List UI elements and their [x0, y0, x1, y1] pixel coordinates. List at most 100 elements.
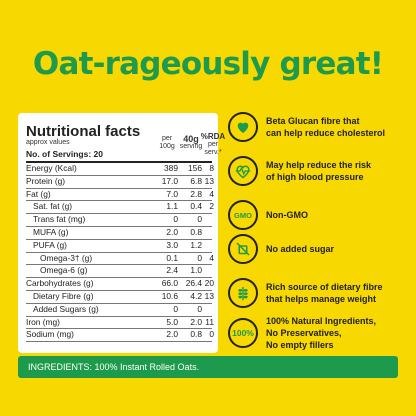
- nutrient-label: MUFA (g): [33, 226, 69, 237]
- nutrient-label: Protein (g): [26, 175, 66, 186]
- nutrition-row: Trans fat (mg) 0 0: [26, 214, 212, 227]
- value-per-100g: 0: [173, 303, 178, 314]
- nutrient-label: Omega-6 (g): [40, 265, 88, 276]
- feature-item: GMO Non-GMO: [228, 200, 408, 234]
- column-header-rda: %RDA per serv.*: [200, 132, 226, 157]
- value-per-100g: 2.0: [166, 226, 178, 237]
- nutrient-label: PUFA (g): [33, 239, 67, 250]
- heartbeat-icon: [228, 156, 258, 186]
- nutrient-label: Iron (mg): [26, 316, 60, 327]
- value-per-serving: 1.0: [190, 265, 202, 276]
- value-per-serving: 1.2: [190, 239, 202, 250]
- nutrition-row: Sat. fat (g) 1.1 0.4 2: [26, 201, 214, 215]
- no-sugar-icon: [228, 234, 258, 264]
- value-per-100g: 5.0: [166, 316, 178, 327]
- servings-count: No. of Servings: 20: [26, 149, 103, 159]
- nutrition-row: Iron (mg) 5.0 2.0 11: [26, 316, 214, 330]
- nutrient-label: Dietary Fibre (g): [33, 290, 94, 301]
- value-rda: 8: [209, 163, 214, 173]
- headline: Oat-rageously great!: [32, 46, 384, 82]
- value-rda: 2: [209, 201, 214, 212]
- value-per-100g: 2.4: [166, 265, 178, 276]
- header-divider: [26, 161, 212, 163]
- value-rda: 4: [209, 188, 214, 199]
- feature-text: Rich source of dietary fibre that helps m…: [266, 281, 406, 305]
- feature-line: Rich source of dietary fibre: [266, 282, 383, 292]
- nutrition-row: Protein (g) 17.0 6.8 13: [26, 175, 214, 189]
- icon-label: 100%: [232, 328, 254, 338]
- nutrition-row: Omega-3† (g) 0.1 0 4: [26, 252, 214, 266]
- feature-line: of high blood pressure: [266, 172, 364, 182]
- nutrition-row: Added Sugars (g) 0 0: [26, 304, 212, 317]
- feature-line: No Preservatives,: [266, 328, 342, 338]
- nutrient-label: Trans fat (mg): [33, 214, 86, 225]
- feature-line: No added sugar: [266, 244, 335, 254]
- value-per-serving: 0: [197, 214, 202, 225]
- value-per-100g: 389: [164, 163, 178, 173]
- value-per-100g: 66.0: [161, 278, 178, 289]
- nutrition-row: Energy (Kcal) 389 156 8: [26, 163, 214, 176]
- feature-line: can help reduce cholesterol: [266, 128, 386, 138]
- nutrition-rows: Energy (Kcal) 389 156 8 Protein (g) 17.0 6.8 13…: [26, 163, 214, 343]
- nutrition-row: Omega-6 (g) 2.4 1.0: [26, 265, 212, 279]
- feature-text: May help reduce the risk of high blood pr…: [266, 159, 406, 183]
- feature-item: No added sugar: [228, 234, 408, 268]
- nutrition-row: MUFA (g) 2.0 0.8: [26, 227, 212, 240]
- gmo-icon: GMO: [228, 200, 258, 230]
- feature-line: May help reduce the risk: [266, 160, 372, 170]
- natural-100-icon: 100%: [228, 318, 258, 348]
- value-rda: 13: [204, 290, 214, 301]
- wheat-icon: [228, 278, 258, 308]
- feature-item: Rich source of dietary fibre that helps m…: [228, 278, 408, 312]
- feature-item: Beta Glucan fibre that can help reduce ch…: [228, 112, 408, 146]
- nutrition-row: Carbohydrates (g) 66.0 26.4 20: [26, 278, 214, 291]
- feature-line: 100% Natural Ingredients,: [266, 316, 377, 326]
- nutrient-label: Sat. fat (g): [33, 201, 73, 212]
- feature-item: 100% 100% Natural Ingredients, No Preserva…: [228, 316, 408, 352]
- nutrition-title: Nutritional facts: [26, 123, 141, 140]
- value-rda: 0: [209, 329, 214, 340]
- value-per-serving: 0: [197, 303, 202, 314]
- value-per-serving: 0: [197, 252, 202, 263]
- column-header-serving: 40g serving: [179, 134, 203, 151]
- value-per-100g: 3.0: [166, 239, 178, 250]
- value-per-serving: 0.4: [190, 201, 202, 212]
- value-per-100g: 0: [173, 214, 178, 225]
- feature-text: Beta Glucan fibre that can help reduce ch…: [266, 115, 406, 139]
- feature-line: Non-GMO: [266, 210, 308, 220]
- value-per-serving: 6.8: [190, 175, 202, 186]
- value-per-serving: 2.0: [190, 316, 202, 327]
- value-rda: 11: [205, 316, 214, 327]
- feature-text: Non-GMO: [266, 209, 406, 221]
- value-per-100g: 10.6: [161, 290, 178, 301]
- value-per-100g: 7.0: [166, 188, 178, 199]
- ingredients-bar: INGREDIENTS: 100% Instant Rolled Oats.: [18, 356, 398, 378]
- nutrition-header: Nutritional facts approx values per 100g…: [26, 123, 225, 157]
- feature-line: Beta Glucan fibre that: [266, 116, 360, 126]
- value-per-serving: 0.8: [190, 226, 202, 237]
- feature-item: May help reduce the risk of high blood pr…: [228, 156, 408, 190]
- nutrition-panel: Nutritional facts approx values per 100g…: [18, 113, 225, 353]
- feature-line: that helps manage weight: [266, 294, 377, 304]
- value-per-100g: 0.1: [166, 252, 178, 263]
- value-per-100g: 17.0: [161, 175, 178, 186]
- nutrient-label: Carbohydrates (g): [26, 278, 94, 289]
- value-per-serving: 2.8: [190, 188, 202, 199]
- ingredients-text: INGREDIENTS: 100% Instant Rolled Oats.: [28, 362, 200, 372]
- value-rda: 20: [204, 278, 214, 289]
- value-rda: 13: [204, 175, 214, 186]
- nutrition-subtitle: approx values: [26, 139, 70, 146]
- nutrient-label: Omega-3† (g): [40, 252, 93, 263]
- value-per-serving: 26.4: [185, 278, 202, 289]
- value-per-serving: 156: [188, 163, 202, 173]
- nutrient-label: Added Sugars (g): [33, 303, 99, 314]
- icon-label: GMO: [234, 210, 252, 220]
- feature-text: No added sugar: [266, 243, 406, 255]
- column-header-per-100g: per 100g: [159, 135, 175, 150]
- nutrition-row: PUFA (g) 3.0 1.2: [26, 240, 212, 253]
- heart-icon: [228, 112, 258, 142]
- nutrition-row: Dietary Fibre (g) 10.6 4.2 13: [26, 290, 214, 304]
- value-per-serving: 0.8: [190, 329, 202, 340]
- nutrient-label: Energy (Kcal): [26, 163, 77, 173]
- nutrient-label: Sodium (mg): [26, 329, 74, 340]
